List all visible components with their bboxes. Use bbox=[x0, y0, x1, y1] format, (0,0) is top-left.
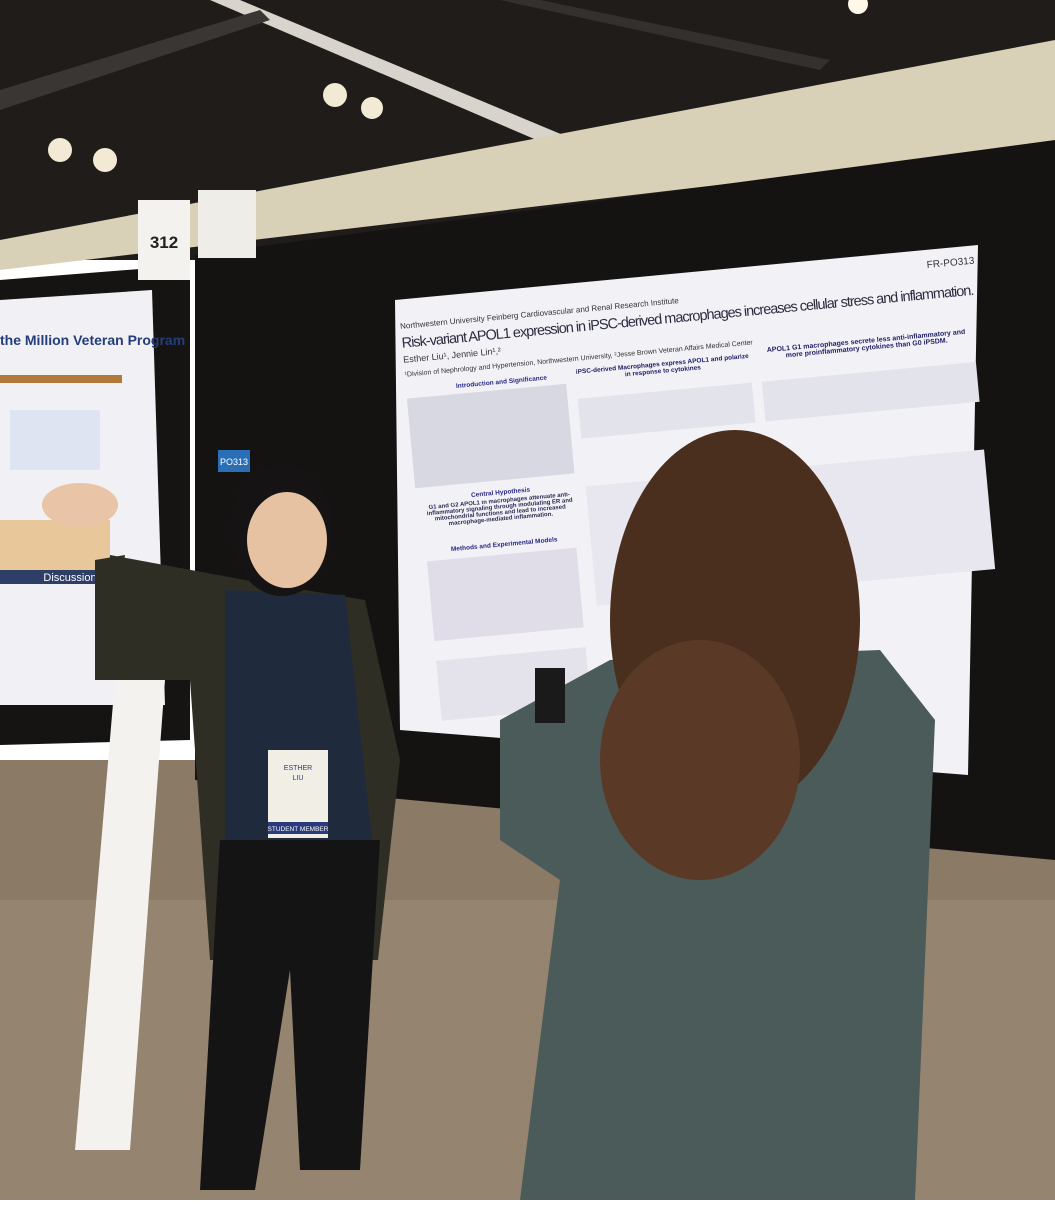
left-poster-bar bbox=[0, 375, 122, 383]
ceiling-beam bbox=[210, 0, 575, 150]
booth-number: 312 bbox=[150, 233, 178, 252]
pole bbox=[75, 680, 165, 1150]
left-poster-section: Discussion bbox=[43, 572, 96, 584]
figure bbox=[426, 547, 584, 642]
visitor bbox=[500, 430, 935, 1200]
camera bbox=[535, 668, 565, 723]
wall bbox=[0, 40, 1055, 270]
ceiling-beam bbox=[0, 10, 270, 110]
text-block bbox=[406, 383, 575, 489]
hair-curls bbox=[600, 640, 800, 880]
ceiling-light bbox=[323, 83, 347, 107]
trousers bbox=[200, 840, 380, 1190]
booth-sign bbox=[198, 190, 256, 258]
poster-sign bbox=[218, 450, 250, 472]
ceiling-light bbox=[848, 0, 868, 14]
ceiling-beam bbox=[500, 0, 830, 70]
arm bbox=[95, 555, 125, 680]
ceiling-light bbox=[48, 138, 72, 162]
ceiling-light bbox=[361, 97, 383, 119]
badge-name: ESTHER bbox=[284, 765, 312, 772]
badge-membership: STUDENT MEMBER bbox=[268, 826, 329, 833]
hand bbox=[42, 483, 118, 527]
left-poster-figure bbox=[10, 410, 100, 470]
face bbox=[247, 492, 327, 588]
booth-sign bbox=[138, 200, 190, 280]
poster-id: FR-PO313 bbox=[926, 256, 975, 271]
ceiling-light bbox=[93, 148, 117, 172]
badge-name: LIU bbox=[293, 775, 304, 782]
blouse bbox=[225, 590, 372, 840]
presenter: ESTHER LIU STUDENT MEMBER bbox=[42, 464, 400, 1190]
figure bbox=[761, 361, 980, 422]
badge-strip bbox=[268, 822, 328, 834]
poster-sign-text: PO313 bbox=[220, 457, 248, 467]
left-poster-title: the Million Veteran Program bbox=[0, 332, 185, 348]
figure bbox=[577, 382, 756, 439]
